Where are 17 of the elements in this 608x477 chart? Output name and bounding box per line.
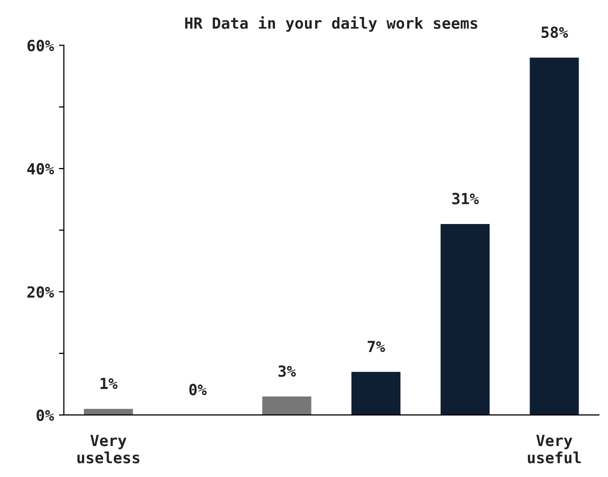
data-label: 3% [278, 365, 296, 377]
y-tick-label: 60% [28, 40, 54, 52]
bar [351, 372, 400, 415]
y-tick-label: 0% [36, 409, 54, 422]
data-label: 0% [189, 384, 207, 396]
bar [262, 396, 312, 415]
x-tick-label: Very useful [528, 434, 581, 464]
y-tick-label: 40% [27, 163, 54, 175]
bar [440, 224, 490, 415]
data-label: 7% [368, 340, 386, 352]
bar [530, 58, 579, 415]
x-tick-label: Very useless [77, 434, 140, 464]
data-label: 1% [100, 378, 118, 389]
data-label: 31% [452, 192, 479, 204]
chart-title: HR Data in your daily work seems [185, 16, 478, 32]
data-label: 58% [542, 26, 568, 38]
y-tick-label: 20% [27, 286, 54, 298]
